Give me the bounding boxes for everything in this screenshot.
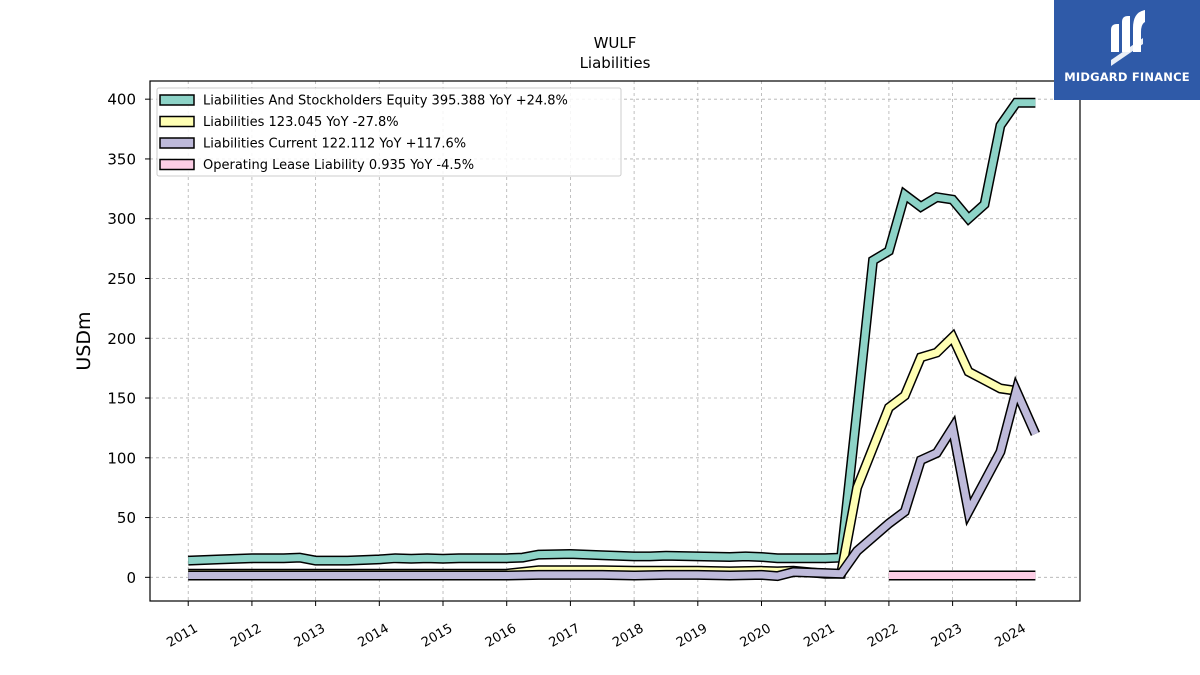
series-line <box>188 99 1036 565</box>
x-tick-label: 2019 <box>674 621 710 651</box>
x-tick-label: 2024 <box>992 621 1028 651</box>
series-line <box>188 380 1039 580</box>
x-tick-label: 2012 <box>228 621 264 651</box>
brand-logo: MIDGARD FINANCE <box>1054 0 1200 100</box>
y-axis-label: USDm <box>73 311 95 370</box>
plot-area <box>149 80 1081 602</box>
legend-swatch <box>159 158 195 171</box>
y-tick-label: 350 <box>107 150 136 168</box>
series-liabilities-and-stockholders-equity <box>188 97 1036 566</box>
x-axis: 2011 2012 2013 2014 2015 2016 2017 2018 2019 2020… <box>164 601 1029 651</box>
brand-name: MIDGARD FINANCE <box>1064 70 1190 84</box>
y-tick-label: 200 <box>107 330 136 348</box>
x-tick-label: 2023 <box>929 621 965 651</box>
chart-title: WULF <box>594 34 637 52</box>
series-liabilities <box>188 328 1018 579</box>
y-tick-label: 50 <box>117 509 136 527</box>
x-tick-label: 2011 <box>164 621 200 651</box>
y-tick-label: 300 <box>107 210 136 228</box>
y-tick-label: 250 <box>107 270 136 288</box>
legend-swatch <box>159 137 195 149</box>
legend-entry: Liabilities Current 122.112 YoY +117.6% <box>203 137 466 152</box>
legend-swatch <box>159 115 195 128</box>
legend: Liabilities And Stockholders Equity 395.… <box>156 87 622 177</box>
series-liabilities-current <box>188 375 1040 582</box>
legend-entry: Operating Lease Liability 0.935 YoY -4.5… <box>203 158 474 173</box>
x-tick-label: 2020 <box>738 621 774 651</box>
x-tick-label: 2013 <box>292 621 328 651</box>
legend-swatch <box>159 94 195 106</box>
series-line <box>188 331 1017 578</box>
y-tick-label: 150 <box>107 390 136 408</box>
y-tick-label: 0 <box>126 569 136 587</box>
y-tick-label: 400 <box>107 91 136 109</box>
x-tick-label: 2015 <box>419 621 455 651</box>
midgard-logo-icon <box>1111 10 1145 66</box>
chart-subtitle: Liabilities <box>580 54 651 72</box>
legend-entry: Liabilities And Stockholders Equity 395.… <box>203 94 568 109</box>
legend-box <box>156 87 622 177</box>
legend-entry: Liabilities 123.045 YoY -27.8% <box>203 115 399 130</box>
series-outline <box>188 328 1018 579</box>
series-layer <box>188 97 1040 582</box>
y-axis: 0 50 100 150 200 250 300 350 400 <box>107 91 150 587</box>
x-tick-label: 2021 <box>801 621 837 651</box>
x-tick-label: 2014 <box>355 621 391 651</box>
x-tick-label: 2017 <box>547 621 583 651</box>
x-tick-label: 2016 <box>483 621 519 651</box>
x-tick-label: 2022 <box>865 621 901 651</box>
y-tick-label: 100 <box>107 449 136 467</box>
x-tick-label: 2018 <box>610 621 646 651</box>
